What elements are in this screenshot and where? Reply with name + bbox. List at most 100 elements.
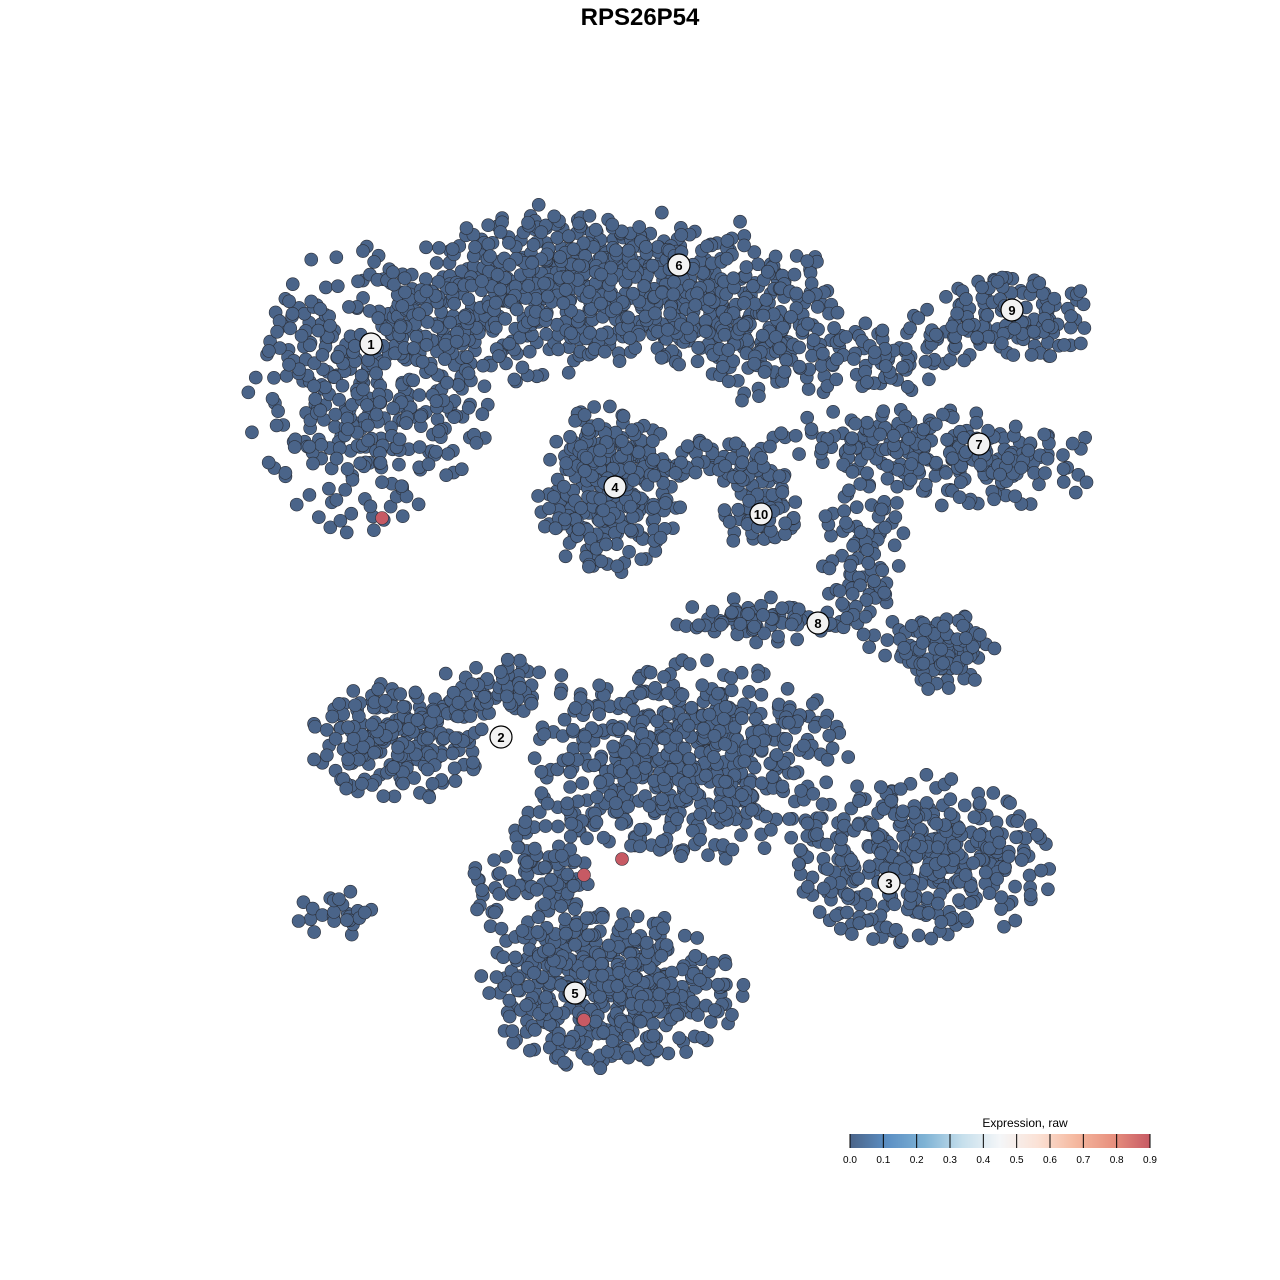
cell-point [682, 752, 697, 766]
cell-point [975, 280, 989, 295]
cell-point [410, 713, 425, 727]
cell-point [510, 971, 525, 986]
cell-point [550, 230, 565, 245]
cell-point [830, 352, 844, 366]
cell-point [800, 254, 815, 268]
cell-point [904, 619, 919, 633]
cell-point [871, 830, 885, 844]
cell-point [661, 1046, 676, 1061]
legend-tick-label: 0.5 [1010, 1155, 1024, 1166]
cell-point [725, 842, 740, 857]
cell-point [898, 342, 913, 356]
cell-point [973, 627, 987, 642]
cell-point [827, 321, 841, 335]
cell-point [356, 244, 370, 258]
cell-point [757, 841, 772, 855]
cell-point [721, 343, 736, 357]
cell-point [733, 470, 747, 485]
cell-point [348, 339, 362, 353]
cell-point [1023, 888, 1038, 902]
cell-point [447, 410, 461, 425]
cell-point [747, 619, 761, 634]
cell-point [633, 839, 647, 854]
cell-point [818, 715, 833, 729]
cell-point [561, 229, 576, 243]
cell-point [628, 971, 643, 985]
cell-point [419, 284, 434, 299]
cell-point [894, 933, 909, 947]
cell-point [461, 366, 476, 381]
cell-point [537, 897, 552, 911]
cell-point [566, 242, 581, 256]
cell-point [733, 617, 748, 631]
cell-point [646, 452, 661, 467]
cell-point [577, 408, 592, 422]
cell-point [306, 456, 320, 471]
cell-point [646, 1028, 661, 1043]
cell-point [684, 783, 699, 797]
cell-point [429, 256, 444, 270]
cell-point [540, 289, 555, 304]
cell-point [967, 810, 982, 824]
cell-point [848, 416, 863, 431]
cell-point [304, 294, 319, 309]
cell-point [589, 222, 603, 237]
cell-point [690, 931, 704, 945]
cell-point [887, 538, 902, 553]
cell-point [372, 395, 387, 410]
cell-point [656, 921, 670, 936]
cell-point [614, 918, 628, 933]
cell-point [969, 415, 984, 430]
cell-point [354, 368, 369, 383]
cell-point [339, 781, 354, 796]
cluster-label-text: 5 [571, 986, 578, 1001]
cell-point [920, 302, 934, 317]
cell-point [778, 516, 793, 531]
cell-point [639, 240, 653, 254]
cell-point [652, 987, 667, 1002]
cell-point [583, 325, 597, 340]
cell-point [515, 923, 530, 938]
cell-point [626, 258, 641, 273]
cell-point [639, 935, 654, 950]
cell-point [332, 892, 346, 906]
cell-point [1056, 462, 1071, 476]
cell-point [542, 942, 556, 957]
cell-point [391, 740, 405, 755]
cell-point [519, 998, 534, 1013]
cell-point [534, 225, 549, 239]
cell-point [726, 354, 741, 368]
cell-point [691, 340, 705, 355]
cell-point [494, 921, 509, 936]
cell-point [463, 709, 478, 723]
cluster-label-text: 6 [675, 258, 682, 273]
cell-point [469, 660, 483, 675]
cell-point [467, 866, 482, 881]
cell-point [834, 832, 848, 847]
cell-point [568, 937, 582, 952]
cell-point [396, 776, 410, 791]
cell-point [440, 375, 454, 390]
cell-point [973, 458, 988, 472]
cell-point [669, 750, 683, 765]
cell-point [968, 673, 982, 687]
cell-point [630, 909, 645, 924]
cell-point [437, 731, 451, 746]
cell-point [675, 687, 690, 702]
cell-point [406, 341, 421, 355]
cell-point [801, 290, 816, 304]
cell-point [924, 931, 939, 946]
cell-point [919, 767, 934, 782]
cell-point [748, 711, 763, 726]
cluster-label-1: 1 [359, 332, 383, 356]
legend-tick-label: 0.0 [843, 1155, 857, 1166]
cell-point [1008, 489, 1022, 504]
cell-point [963, 896, 978, 911]
cell-point [621, 1029, 636, 1043]
cell-point [270, 324, 284, 339]
points-layer [241, 197, 1094, 1076]
cell-point [379, 322, 394, 337]
cell-point [735, 393, 749, 408]
cell-point [412, 440, 427, 454]
cell-point [377, 356, 392, 371]
